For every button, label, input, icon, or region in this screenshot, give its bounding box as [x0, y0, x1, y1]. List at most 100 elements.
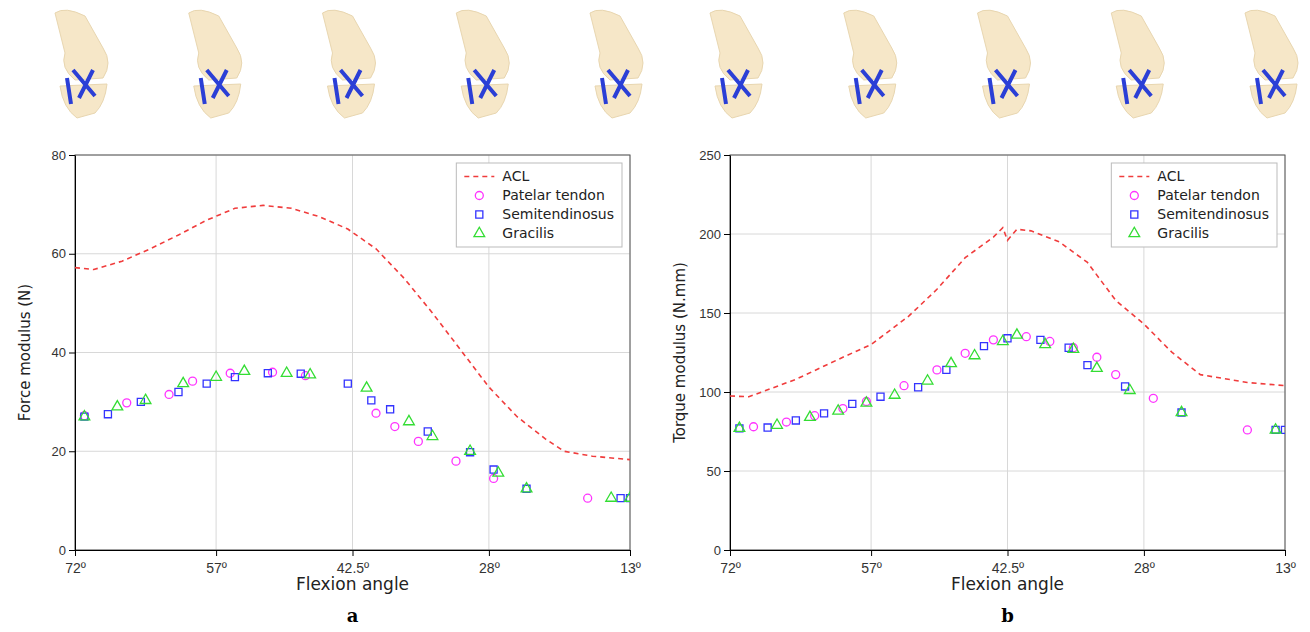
figure: 72º57º42.5º28º13º020406080Flexion angleF… — [0, 0, 1310, 632]
legend-swatch — [464, 176, 494, 178]
x-tick: 42.5º — [337, 550, 369, 576]
scatter-point — [1012, 329, 1023, 338]
scatter-point — [361, 382, 372, 391]
scatter-point — [805, 411, 816, 420]
scatter-point — [493, 467, 504, 476]
grid-line — [730, 313, 1285, 314]
knee-illustration — [189, 10, 242, 118]
scatter-point — [372, 409, 380, 417]
legend-swatch — [1119, 176, 1149, 178]
scatter-point — [79, 410, 90, 419]
scatter-point — [821, 410, 828, 417]
grid-line — [1007, 155, 1008, 550]
knee-illustration — [844, 10, 897, 118]
y-tick: 80 — [52, 148, 75, 163]
scatter-point — [175, 388, 182, 395]
ligament — [602, 70, 630, 104]
x-tick: 28º — [479, 550, 500, 576]
legend-swatch — [1131, 211, 1138, 218]
y-tick: 0 — [714, 543, 730, 558]
grid-line — [730, 392, 1285, 393]
knee-illustration — [1111, 10, 1164, 118]
scatter-point — [1149, 394, 1157, 402]
scatter-point — [305, 369, 316, 378]
x-tick-mark — [630, 550, 631, 556]
legend-swatch — [1129, 227, 1140, 236]
femur — [978, 10, 1031, 80]
grid-line — [730, 471, 1285, 472]
y-axis: 050100150200250 — [699, 148, 730, 558]
femur — [1111, 10, 1164, 80]
y-tick-label: 20 — [52, 444, 66, 459]
x-tick-mark — [730, 550, 731, 556]
knee-illustration — [323, 10, 376, 118]
ligament — [856, 70, 884, 104]
scatter-point — [465, 445, 476, 454]
y-axis-line — [730, 156, 731, 551]
scatter-point — [1084, 362, 1091, 369]
scatter-point — [414, 437, 422, 445]
scatter-point — [203, 380, 210, 387]
x-axis: 72º57º42.5º28º13º — [65, 550, 641, 576]
x-tick-mark — [1008, 550, 1009, 556]
grid-line — [75, 253, 630, 254]
scatter-point — [297, 370, 304, 377]
femur — [1245, 10, 1298, 80]
scatter-point — [391, 423, 399, 431]
scatter-point — [849, 400, 856, 407]
scatter-point — [833, 405, 844, 414]
scatter-point — [617, 495, 624, 502]
femur — [844, 10, 897, 80]
scatter-point — [281, 367, 292, 376]
grid-line — [75, 352, 630, 353]
scatter-point — [969, 349, 980, 358]
x-tick: 57º — [861, 550, 882, 576]
y-tick-mark — [724, 313, 730, 314]
x-tick-mark — [75, 550, 76, 556]
femur — [590, 10, 643, 80]
x-axis-title: Flexion angle — [951, 574, 1064, 594]
legend-label: Patelar tendon — [1157, 187, 1259, 203]
y-tick-mark — [724, 550, 730, 551]
scatter-point — [140, 394, 151, 403]
scatter-point — [943, 366, 950, 373]
legend-label: Gracilis — [1157, 225, 1209, 241]
femur — [189, 10, 242, 80]
y-tick-mark — [69, 550, 75, 551]
marks — [75, 205, 630, 502]
y-tick-mark — [69, 254, 75, 255]
plot-frame — [75, 155, 630, 550]
y-tick: 250 — [699, 148, 730, 163]
scatter-point — [1112, 371, 1120, 379]
y-tick-mark — [724, 471, 730, 472]
scatter-point — [404, 415, 415, 424]
scatter-point — [764, 424, 771, 431]
scatter-point — [606, 492, 617, 501]
y-tick: 20 — [52, 444, 75, 459]
x-tick-label: 57º — [206, 560, 227, 576]
scatter-point — [112, 401, 123, 410]
grid-line — [871, 155, 872, 550]
y-tick: 200 — [699, 227, 730, 242]
y-axis-line — [75, 156, 76, 551]
x-tick: 42.5º — [992, 550, 1024, 576]
scatter-point — [344, 380, 351, 387]
grid — [730, 155, 1285, 550]
y-tick: 40 — [52, 345, 75, 360]
knee-illustration — [55, 10, 108, 118]
femur — [55, 10, 108, 80]
scatter-point — [178, 377, 189, 386]
x-axis-title: Flexion angle — [296, 574, 409, 594]
x-tick: 72º — [65, 550, 86, 576]
scatter-point — [123, 399, 131, 407]
x-tick-label: 72º — [65, 560, 86, 576]
series-line — [730, 228, 1285, 397]
scatter-point — [1270, 424, 1281, 433]
legend-label: Gracilis — [502, 225, 554, 241]
scatter-point — [1022, 333, 1030, 341]
scatter-point — [1176, 406, 1187, 415]
panel-label: b — [1001, 605, 1014, 626]
scatter-point — [734, 422, 745, 431]
scatter-point — [211, 371, 222, 380]
plot-frame — [730, 155, 1285, 550]
